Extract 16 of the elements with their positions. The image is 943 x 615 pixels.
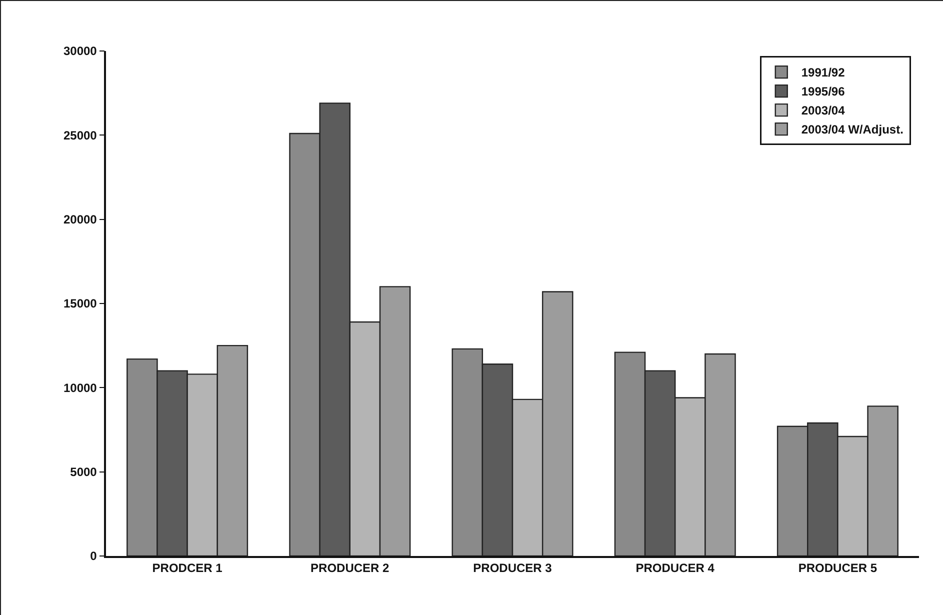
x-tick-label: PRODUCER 2 bbox=[310, 561, 390, 576]
y-tick-label: 10000 bbox=[63, 380, 98, 395]
legend-label: 1995/96 bbox=[801, 84, 846, 99]
y-tick-label: 5000 bbox=[70, 465, 98, 480]
y-tick-label: 0 bbox=[90, 549, 98, 564]
y-tick-label: 15000 bbox=[63, 296, 98, 311]
x-tick-label: PRODUCER 5 bbox=[798, 561, 878, 576]
legend-label: 2003/04 bbox=[801, 104, 846, 118]
y-tick-label: 25000 bbox=[63, 128, 98, 142]
y-tick-label: 30000 bbox=[63, 44, 98, 58]
x-tick-label: PRODUCER 3 bbox=[473, 561, 552, 576]
x-tick-label: PRODUCER 4 bbox=[636, 561, 715, 576]
legend-label: 2003/04 W/Adjust. bbox=[801, 122, 904, 137]
y-tick-label: 20000 bbox=[63, 212, 98, 227]
legend-label: 1991/92 bbox=[801, 66, 846, 80]
x-tick-label: PRODCER 1 bbox=[152, 561, 223, 576]
